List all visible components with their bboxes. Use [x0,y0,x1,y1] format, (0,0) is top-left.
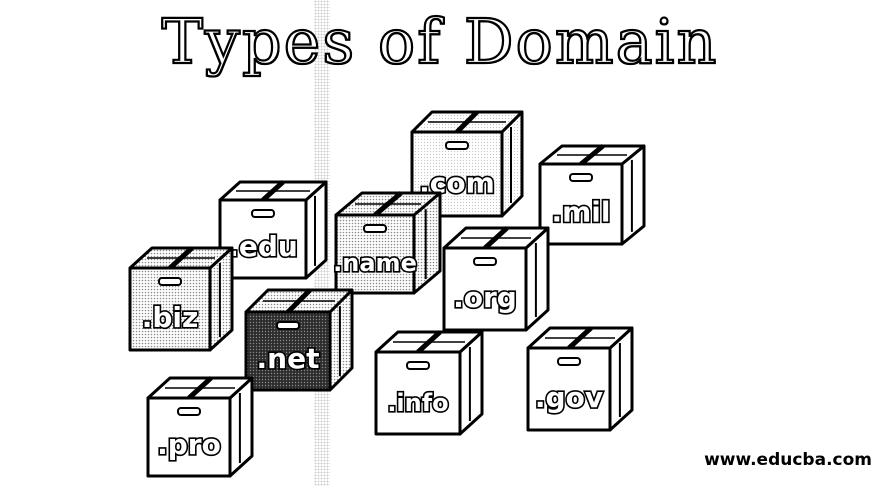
box-label-org: .org [453,281,517,314]
box-handle [251,209,275,218]
box-label-pro: .pro [157,428,221,461]
page-title: Types of Domain [160,4,719,79]
watermark-url: www.educba.com [704,450,872,470]
box-label-gov: .gov [535,381,603,414]
box-handle [177,407,201,416]
box-label-net: .net [257,342,320,375]
domain-box-net: .net [244,288,354,392]
box-handle [569,173,593,182]
box-handle [557,357,581,366]
domain-box-pro: .pro [146,376,254,478]
box-label-name: .name [333,249,417,277]
box-front [538,162,624,246]
domain-box-gov: .gov [526,326,634,432]
domain-box-info: .info [374,330,484,436]
box-handle [445,141,469,150]
domain-box-org: .org [442,226,550,332]
domain-box-name: .name [332,191,442,295]
box-label-biz: .biz [142,301,199,334]
box-label-info: .info [387,389,448,417]
box-handle [473,257,497,266]
box-handle [158,277,182,286]
box-handle [276,321,300,330]
domain-box-biz: .biz [128,246,234,352]
box-label-mil: .mil [551,196,610,229]
domain-box-mil: .mil [538,144,646,246]
box-label-edu: .edu [228,230,298,263]
box-handle [363,224,387,233]
box-handle [406,361,430,370]
domain-box-edu: .edu [218,180,328,280]
